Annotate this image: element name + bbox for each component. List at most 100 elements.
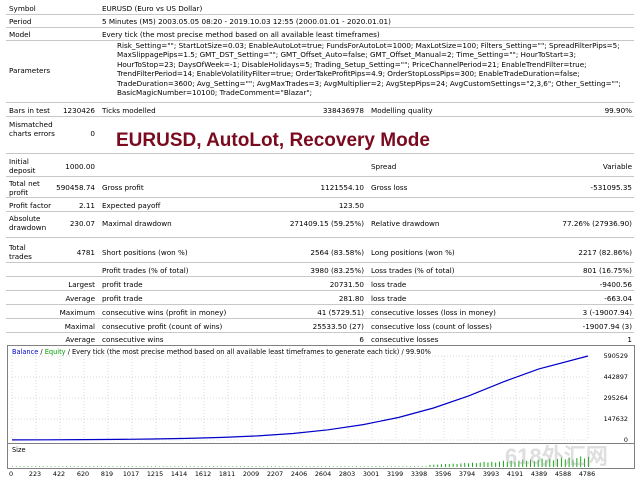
size-bar [398, 466, 400, 467]
x-tick-label: 1811 [218, 470, 236, 478]
average-label: Average [65, 294, 95, 303]
size-bar [448, 464, 450, 467]
size-bar [499, 461, 500, 467]
maxdd-value: 271409.15 (59.25%) [289, 219, 364, 228]
size-bar [371, 466, 373, 467]
avg-losses-value: 1 [627, 335, 632, 344]
size-bar [232, 466, 234, 467]
y-tick-label: 590529 [603, 352, 628, 360]
size-bar [491, 461, 493, 467]
size-bar [549, 458, 551, 467]
size-bar [506, 461, 508, 467]
size-label: Size [12, 446, 26, 454]
grossprofit-value: 1121554.10 [320, 183, 364, 192]
size-bar [456, 463, 458, 467]
y-tick-label: 147632 [603, 415, 628, 423]
size-bar [46, 466, 48, 467]
size-bar [290, 466, 292, 467]
size-bar [348, 466, 350, 467]
x-tick-label: 4786 [578, 470, 596, 478]
size-bar [437, 464, 439, 467]
size-bar [178, 466, 180, 467]
x-tick-label: 2803 [338, 470, 356, 478]
size-bar [54, 466, 56, 467]
size-bar [526, 460, 528, 467]
size-bar [545, 460, 547, 467]
size-bar [147, 466, 149, 467]
largest-label: Largest [68, 280, 95, 289]
size-bar [568, 457, 570, 467]
divider [6, 318, 634, 319]
legend-balance: Balance [12, 348, 39, 356]
absdd-value: 230.07 [69, 219, 95, 228]
size-bar [104, 466, 106, 467]
size-bar [197, 466, 199, 467]
size-bar [359, 466, 361, 467]
x-tick-label: 3398 [410, 470, 428, 478]
size-bar [460, 463, 462, 467]
size-bar [62, 466, 64, 467]
size-bar [158, 466, 160, 467]
size-bar [564, 459, 566, 467]
balance-chart: Balance / Equity / Every tick (the most … [7, 345, 635, 444]
model-value: Every tick (the most precise method base… [102, 30, 380, 39]
size-bar [85, 466, 87, 467]
size-bar [390, 466, 392, 467]
profit-trades-label: Profit trades (% of total) [102, 266, 189, 275]
grossprofit-label: Gross profit [102, 183, 144, 192]
divider [6, 304, 634, 305]
size-bar [170, 466, 172, 467]
trades-label: Total trades [9, 243, 32, 261]
size-bar [410, 466, 412, 467]
size-bar [216, 466, 218, 467]
bars-value: 1230426 [62, 106, 95, 115]
x-tick-label: 3199 [386, 470, 404, 478]
size-bar [433, 464, 435, 467]
size-bar [332, 466, 334, 467]
size-bar [127, 466, 129, 467]
size-bar [131, 466, 133, 467]
payoff-value: 123.50 [338, 201, 364, 210]
size-bar [236, 466, 238, 467]
divider [6, 332, 634, 333]
largest-loss-label: loss trade [371, 280, 407, 289]
size-bar [336, 466, 338, 467]
quality-value: 99.90% [604, 106, 632, 115]
maximal-loss-value: -19007.94 (3) [582, 322, 632, 331]
avg-losses-label: consecutive losses [371, 335, 439, 344]
size-bar [247, 466, 249, 467]
avg-wins-label: consecutive wins [102, 335, 164, 344]
size-panel: Size [7, 443, 635, 469]
divider [6, 211, 634, 212]
long-label: Long positions (won %) [371, 248, 455, 257]
divider [6, 276, 634, 277]
max-wins-label: consecutive wins (profit in money) [102, 308, 227, 317]
grossloss-label: Gross loss [371, 183, 408, 192]
grossloss-value: -531095.35 [590, 183, 632, 192]
divider [6, 237, 634, 238]
size-bar [50, 466, 52, 467]
watermark: 618外汇网 [505, 444, 608, 469]
x-tick-label: 3001 [362, 470, 380, 478]
size-bar [294, 466, 296, 467]
divider [6, 14, 634, 15]
x-tick-label: 4191 [506, 470, 524, 478]
size-bar [124, 466, 126, 467]
size-bar [205, 466, 207, 467]
size-bar [263, 466, 265, 467]
max-wins-value: 41 (5729.51) [317, 308, 364, 317]
pf-value: 2.11 [78, 201, 95, 210]
size-bar [12, 466, 13, 467]
size-bar [472, 462, 473, 467]
size-bar [356, 466, 357, 467]
size-bars [12, 456, 589, 467]
size-bar [185, 466, 187, 467]
y-tick-label: 0 [623, 436, 628, 444]
avg-wins-value: 6 [359, 335, 364, 344]
size-bar [286, 466, 288, 467]
divider [6, 153, 634, 154]
size-bar [77, 466, 79, 467]
size-bar [367, 466, 369, 467]
x-tick-label: 4588 [554, 470, 572, 478]
size-bar [394, 466, 396, 467]
